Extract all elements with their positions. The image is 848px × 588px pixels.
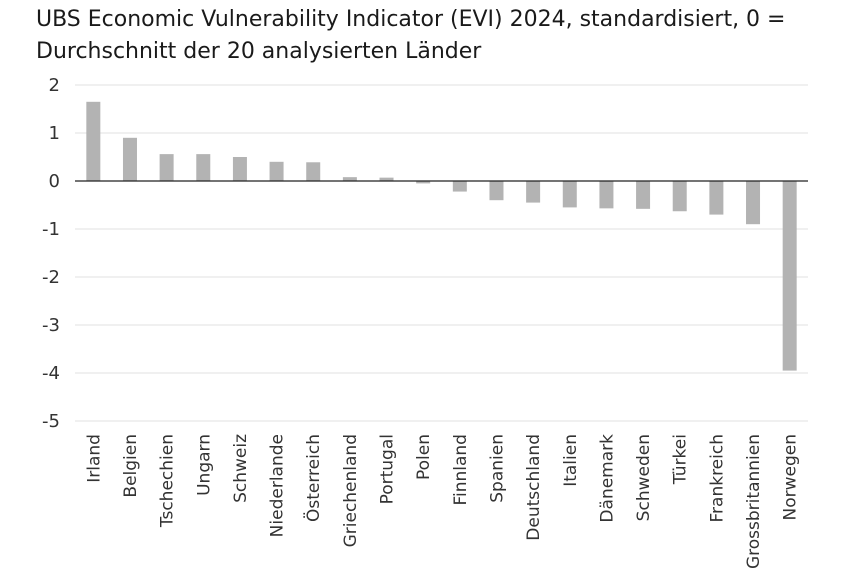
y-tick-label: -5 bbox=[42, 411, 60, 432]
bar-deutschland bbox=[526, 181, 541, 203]
y-tick-label: -2 bbox=[42, 267, 60, 288]
x-tick-label: Italien bbox=[561, 434, 581, 487]
bar-schweiz bbox=[232, 157, 247, 181]
x-tick-label: Ungarn bbox=[194, 434, 214, 496]
chart-title-line-2: Durchschnitt der 20 analysierten Länder bbox=[36, 39, 482, 64]
bar-tschechien bbox=[159, 154, 174, 181]
bar-griechenland bbox=[342, 177, 357, 181]
bar-irland bbox=[86, 101, 101, 181]
bar-grossbritannien bbox=[746, 181, 761, 225]
x-tick-label: Norwegen bbox=[781, 434, 801, 521]
y-tick-label: 2 bbox=[49, 75, 60, 96]
x-tick-label: Griechenland bbox=[341, 434, 361, 547]
y-tick-label: -4 bbox=[42, 363, 60, 384]
x-tick-label: Finnland bbox=[451, 434, 471, 506]
x-tick-label: Polen bbox=[414, 434, 434, 480]
x-tick-label: Österreich bbox=[302, 434, 324, 522]
x-tick-label: Schweden bbox=[634, 434, 654, 521]
bar-frankreich bbox=[709, 181, 724, 215]
bar-ungarn bbox=[196, 154, 211, 181]
x-tick-label: Frankreich bbox=[707, 434, 727, 523]
x-tick-label: Tschechien bbox=[158, 434, 178, 528]
y-tick-label: 1 bbox=[49, 123, 60, 144]
x-tick-label: Grossbritannien bbox=[744, 434, 764, 569]
bar-belgien bbox=[122, 137, 137, 181]
x-tick-label: Spanien bbox=[487, 434, 507, 503]
y-tick-label: -3 bbox=[42, 315, 60, 336]
x-tick-label: Deutschland bbox=[524, 434, 544, 541]
y-axis-ticks: 2 1 0 -1 -2 -3 -4 -5 bbox=[42, 75, 60, 432]
bar-polen bbox=[416, 181, 431, 184]
x-tick-label: Türkei bbox=[671, 434, 691, 485]
bar-norwegen bbox=[782, 181, 797, 371]
bar-schweden bbox=[636, 181, 651, 209]
chart-title: UBS Economic Vulnerability Indicator (EV… bbox=[36, 4, 836, 68]
chart-title-line-1: UBS Economic Vulnerability Indicator (EV… bbox=[36, 7, 786, 32]
x-tick-label: Schweiz bbox=[231, 434, 251, 503]
bar-dänemark bbox=[599, 181, 614, 209]
x-tick-label: Portugal bbox=[378, 434, 398, 504]
x-tick-label: Belgien bbox=[121, 434, 141, 498]
bar-türkei bbox=[672, 181, 687, 212]
x-axis-labels: Irland Belgien Tschechien Ungarn Schweiz Nied… bbox=[84, 434, 800, 569]
bars bbox=[86, 101, 797, 371]
bar-finnland bbox=[452, 181, 467, 192]
bar-spanien bbox=[489, 181, 504, 201]
gridlines bbox=[75, 84, 808, 422]
x-tick-label: Niederlande bbox=[268, 434, 288, 537]
y-tick-label: -1 bbox=[42, 219, 60, 240]
bar-portugal bbox=[379, 177, 394, 181]
bar-österreich bbox=[306, 162, 321, 181]
bar-niederlande bbox=[269, 161, 284, 181]
bar-italien bbox=[562, 181, 577, 208]
y-tick-label: 0 bbox=[49, 171, 60, 192]
x-tick-label: Irland bbox=[84, 434, 104, 483]
x-tick-label: Dänemark bbox=[597, 434, 617, 523]
